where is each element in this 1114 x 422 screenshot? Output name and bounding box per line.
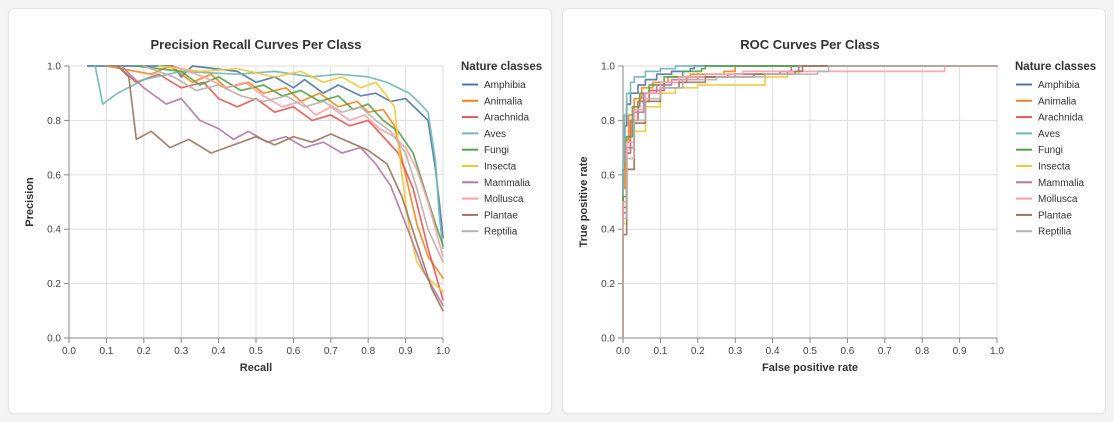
x-tick-label: 0.2 <box>137 346 151 357</box>
y-tick-label: 0.2 <box>601 279 615 290</box>
series-line-mollusca <box>622 65 998 339</box>
x-tick-label: 0.4 <box>212 346 226 357</box>
y-axis-title: True positive rate <box>578 156 590 247</box>
legend-item-label: Insecta <box>484 162 517 173</box>
legend-item-label: Insecta <box>1038 162 1071 173</box>
roc-chart: 0.0 0.1 0.2 0.3 0.4 0.5 0.6 0.7 0.8 0.9 1.0 0.0 0.2 0… <box>578 37 1096 374</box>
series-line-arachnida <box>116 65 444 301</box>
x-tick-label: 0.6 <box>286 346 300 357</box>
x-tick-label: 0.3 <box>174 346 188 357</box>
legend-item-label: Reptilia <box>484 227 518 238</box>
y-tick-label: 0.6 <box>601 170 615 181</box>
y-tick-label: 0.8 <box>47 116 61 127</box>
x-tick-label: 0.9 <box>399 346 413 357</box>
series-line-fungi <box>135 65 444 247</box>
x-tick-label: 0.5 <box>249 346 263 357</box>
x-tick-label: 0.5 <box>803 346 817 357</box>
precision-recall-chart: 0.0 0.1 0.2 0.3 0.4 0.5 0.6 0.7 0.8 0.9 1.0 0.0 0.2 0… <box>24 37 542 374</box>
legend-item-label: Amphibia <box>1038 80 1080 91</box>
series-line-arachnida <box>622 65 998 339</box>
legend-item-label: Aves <box>484 129 506 140</box>
x-axis-title: Recall <box>240 362 272 374</box>
series-line-reptilia <box>142 65 444 263</box>
legend-item-label: Mollusca <box>484 194 524 205</box>
series-line-mammalia <box>622 65 998 339</box>
legend-item-label: Fungi <box>1038 145 1063 156</box>
series-line-amphibia <box>86 65 444 239</box>
x-axis-title: False positive rate <box>762 362 858 374</box>
y-tick-label: 0.0 <box>47 334 61 345</box>
y-tick-label: 0.4 <box>601 225 615 236</box>
legend-item-label: Aves <box>1038 129 1060 140</box>
chart-title: ROC Curves Per Class <box>740 37 879 52</box>
y-tick-label: 0.6 <box>47 170 61 181</box>
series-line-amphibia <box>622 65 998 339</box>
roc-chart-card: 0.0 0.1 0.2 0.3 0.4 0.5 0.6 0.7 0.8 0.9 1.0 0.0 0.2 0… <box>562 8 1106 414</box>
series-line-fungi <box>622 65 998 339</box>
x-tick-label: 0.8 <box>361 346 375 357</box>
x-tick-label: 0.4 <box>766 346 780 357</box>
x-tick-label: 0.1 <box>653 346 667 357</box>
legend-item-label: Arachnida <box>484 113 529 124</box>
y-tick-label: 0.4 <box>47 225 61 236</box>
legend-item-label: Amphibia <box>484 80 526 91</box>
y-axis-title: Precision <box>24 177 36 227</box>
y-tick-label: 0.0 <box>601 334 615 345</box>
series-line-plantae <box>116 65 444 312</box>
series-line-mammalia <box>120 65 444 307</box>
legend-item-label: Mammalia <box>484 178 531 189</box>
series-line-mollusca <box>172 65 444 258</box>
legend-item-label: Animalia <box>484 96 523 107</box>
x-tick-label: 0.0 <box>616 346 630 357</box>
x-tick-label: 0.0 <box>62 346 76 357</box>
x-tick-label: 0.7 <box>878 346 892 357</box>
legend-item-label: Reptilia <box>1038 227 1072 238</box>
legend-item-label: Animalia <box>1038 96 1077 107</box>
legend-item-label: Mollusca <box>1038 194 1078 205</box>
x-tick-label: 0.3 <box>728 346 742 357</box>
chart-title: Precision Recall Curves Per Class <box>150 37 361 52</box>
x-tick-label: 1.0 <box>990 346 1004 357</box>
legend-title: Nature classes <box>1015 61 1096 73</box>
y-tick-label: 1.0 <box>47 62 61 73</box>
x-tick-label: 0.2 <box>691 346 705 357</box>
y-tick-label: 0.8 <box>601 116 615 127</box>
series-line-aves <box>94 65 444 250</box>
legend-title: Nature classes <box>461 61 542 73</box>
precision-recall-chart-card: 0.0 0.1 0.2 0.3 0.4 0.5 0.6 0.7 0.8 0.9 1.0 0.0 0.2 0… <box>8 8 552 414</box>
legend-item-label: Plantae <box>1038 210 1072 221</box>
x-tick-label: 0.6 <box>840 346 854 357</box>
y-tick-label: 1.0 <box>601 62 615 73</box>
series-line-aves <box>622 65 998 339</box>
legend-item-label: Plantae <box>484 210 518 221</box>
y-tick-label: 0.2 <box>47 279 61 290</box>
x-tick-label: 1.0 <box>436 346 450 357</box>
x-tick-label: 0.7 <box>324 346 338 357</box>
legend-item-label: Fungi <box>484 145 509 156</box>
series-line-reptilia <box>622 65 998 339</box>
x-tick-label: 0.9 <box>953 346 967 357</box>
x-tick-label: 0.8 <box>915 346 929 357</box>
legend-item-label: Arachnida <box>1038 113 1083 124</box>
x-tick-label: 0.1 <box>99 346 113 357</box>
legend-item-label: Mammalia <box>1038 178 1085 189</box>
